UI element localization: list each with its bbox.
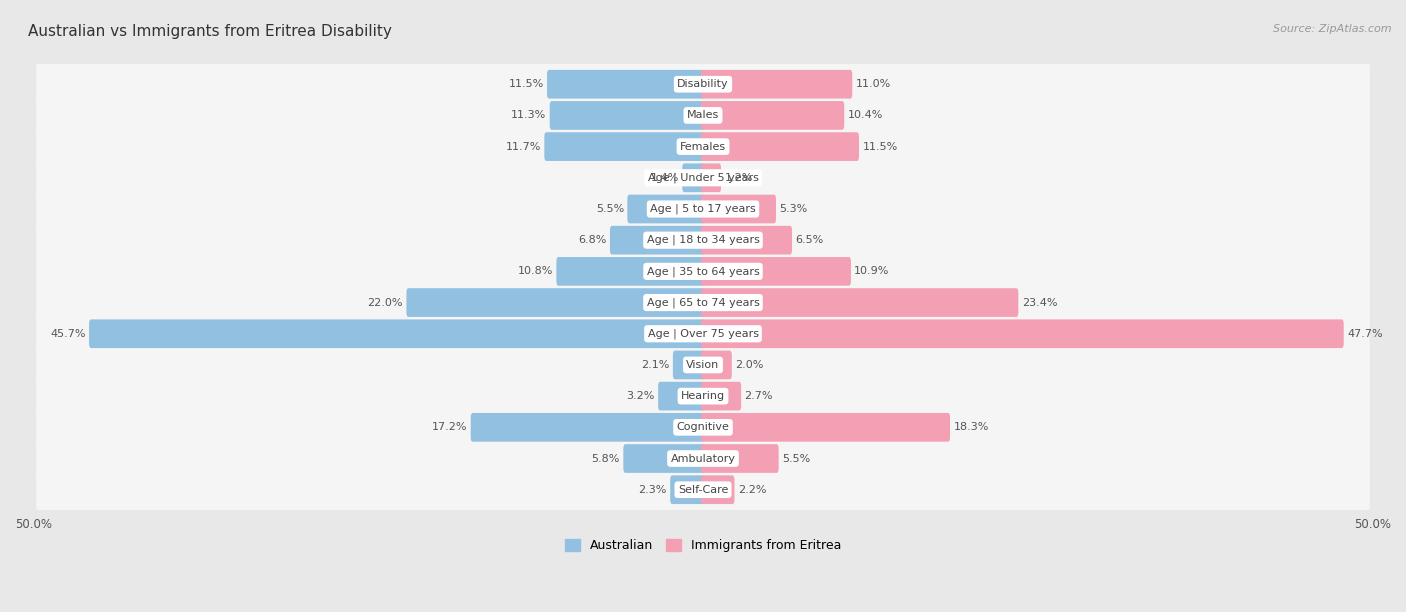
FancyBboxPatch shape — [702, 70, 852, 99]
FancyBboxPatch shape — [702, 382, 741, 411]
Text: Cognitive: Cognitive — [676, 422, 730, 432]
FancyBboxPatch shape — [702, 476, 734, 504]
FancyBboxPatch shape — [406, 288, 704, 317]
FancyBboxPatch shape — [37, 122, 1369, 171]
Legend: Australian, Immigrants from Eritrea: Australian, Immigrants from Eritrea — [560, 534, 846, 558]
Text: Age | Under 5 years: Age | Under 5 years — [648, 173, 758, 183]
FancyBboxPatch shape — [547, 70, 704, 99]
FancyBboxPatch shape — [471, 413, 704, 442]
FancyBboxPatch shape — [702, 195, 776, 223]
Text: 45.7%: 45.7% — [51, 329, 86, 339]
Text: Age | 65 to 74 years: Age | 65 to 74 years — [647, 297, 759, 308]
FancyBboxPatch shape — [37, 216, 1369, 264]
Text: 10.4%: 10.4% — [848, 110, 883, 121]
Text: 22.0%: 22.0% — [367, 297, 404, 308]
FancyBboxPatch shape — [702, 413, 950, 442]
Text: Vision: Vision — [686, 360, 720, 370]
FancyBboxPatch shape — [37, 466, 1369, 513]
Text: 6.5%: 6.5% — [796, 235, 824, 245]
FancyBboxPatch shape — [682, 163, 704, 192]
FancyBboxPatch shape — [673, 351, 704, 379]
FancyBboxPatch shape — [37, 403, 1369, 451]
FancyBboxPatch shape — [623, 444, 704, 473]
FancyBboxPatch shape — [702, 351, 731, 379]
Text: Ambulatory: Ambulatory — [671, 453, 735, 463]
Text: 3.2%: 3.2% — [627, 391, 655, 401]
FancyBboxPatch shape — [671, 476, 704, 504]
Text: Females: Females — [681, 141, 725, 152]
Text: 47.7%: 47.7% — [1347, 329, 1382, 339]
Text: Age | Over 75 years: Age | Over 75 years — [648, 329, 758, 339]
Text: 10.9%: 10.9% — [855, 266, 890, 277]
FancyBboxPatch shape — [550, 101, 704, 130]
FancyBboxPatch shape — [37, 185, 1369, 233]
Text: 1.4%: 1.4% — [651, 173, 679, 183]
Text: 2.7%: 2.7% — [745, 391, 773, 401]
FancyBboxPatch shape — [702, 226, 792, 255]
FancyBboxPatch shape — [89, 319, 704, 348]
Text: 23.4%: 23.4% — [1022, 297, 1057, 308]
Text: Age | 35 to 64 years: Age | 35 to 64 years — [647, 266, 759, 277]
FancyBboxPatch shape — [702, 132, 859, 161]
Text: Age | 18 to 34 years: Age | 18 to 34 years — [647, 235, 759, 245]
FancyBboxPatch shape — [702, 288, 1018, 317]
Text: 17.2%: 17.2% — [432, 422, 467, 432]
Text: 2.1%: 2.1% — [641, 360, 669, 370]
FancyBboxPatch shape — [658, 382, 704, 411]
Text: 6.8%: 6.8% — [578, 235, 606, 245]
Text: 5.5%: 5.5% — [782, 453, 810, 463]
FancyBboxPatch shape — [544, 132, 704, 161]
FancyBboxPatch shape — [37, 435, 1369, 482]
FancyBboxPatch shape — [37, 278, 1369, 327]
FancyBboxPatch shape — [610, 226, 704, 255]
Text: Source: ZipAtlas.com: Source: ZipAtlas.com — [1274, 24, 1392, 34]
FancyBboxPatch shape — [557, 257, 704, 286]
FancyBboxPatch shape — [702, 257, 851, 286]
FancyBboxPatch shape — [37, 310, 1369, 358]
FancyBboxPatch shape — [627, 195, 704, 223]
FancyBboxPatch shape — [37, 154, 1369, 202]
FancyBboxPatch shape — [702, 163, 721, 192]
Text: 5.3%: 5.3% — [779, 204, 807, 214]
FancyBboxPatch shape — [37, 247, 1369, 296]
Text: Australian vs Immigrants from Eritrea Disability: Australian vs Immigrants from Eritrea Di… — [28, 24, 392, 40]
Text: 2.3%: 2.3% — [638, 485, 666, 494]
Text: Males: Males — [688, 110, 718, 121]
Text: 18.3%: 18.3% — [953, 422, 988, 432]
Text: 5.5%: 5.5% — [596, 204, 624, 214]
FancyBboxPatch shape — [702, 319, 1344, 348]
Text: 11.5%: 11.5% — [509, 79, 544, 89]
FancyBboxPatch shape — [37, 341, 1369, 389]
FancyBboxPatch shape — [37, 60, 1369, 108]
FancyBboxPatch shape — [702, 101, 844, 130]
Text: Disability: Disability — [678, 79, 728, 89]
Text: 11.0%: 11.0% — [856, 79, 891, 89]
FancyBboxPatch shape — [37, 372, 1369, 420]
Text: 11.5%: 11.5% — [862, 141, 897, 152]
Text: 2.0%: 2.0% — [735, 360, 763, 370]
Text: 2.2%: 2.2% — [738, 485, 766, 494]
Text: Hearing: Hearing — [681, 391, 725, 401]
Text: Self-Care: Self-Care — [678, 485, 728, 494]
Text: 11.3%: 11.3% — [512, 110, 547, 121]
Text: 10.8%: 10.8% — [517, 266, 553, 277]
Text: 1.2%: 1.2% — [724, 173, 752, 183]
FancyBboxPatch shape — [702, 444, 779, 473]
Text: Age | 5 to 17 years: Age | 5 to 17 years — [650, 204, 756, 214]
Text: 5.8%: 5.8% — [592, 453, 620, 463]
Text: 11.7%: 11.7% — [506, 141, 541, 152]
FancyBboxPatch shape — [37, 91, 1369, 140]
